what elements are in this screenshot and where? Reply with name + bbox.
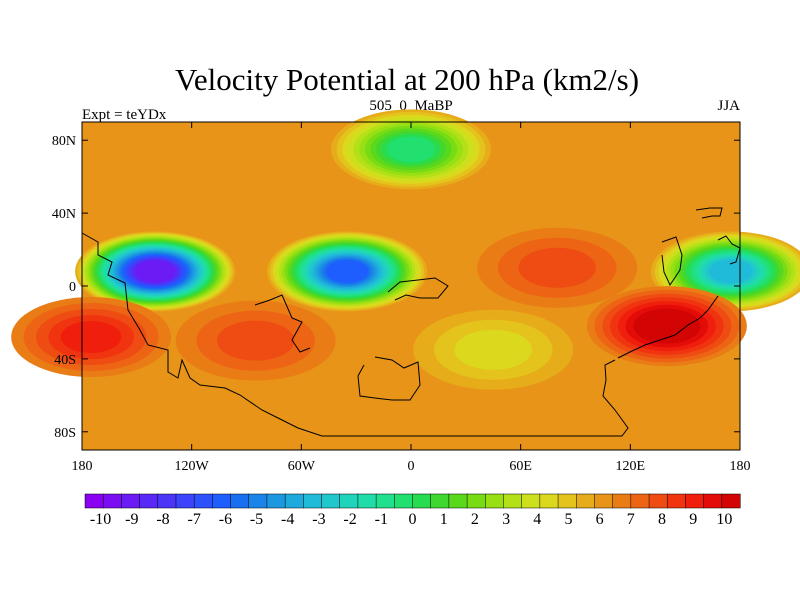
coastline-east [717,235,741,265]
colorbar-swatch [248,493,268,509]
colorbar-label: -7 [188,511,201,528]
colorbar-swatch [648,493,668,509]
colorbar-swatch [230,493,250,509]
contour-level-1-21 [326,260,369,283]
colorbar-swatch [448,493,468,509]
colorbar-swatch [394,493,414,509]
coastline-asia [661,236,683,287]
x-tick-label: 180 [72,459,93,474]
colorbar-swatch [84,493,104,509]
contour-field [11,109,800,450]
coastline-africa [387,277,449,301]
x-tick-label: 60W [288,459,316,474]
colorbar-label: 8 [658,511,666,528]
x-tick-label: 60E [509,459,532,474]
colorbar-label: 0 [409,511,417,528]
colorbar-swatch [102,493,122,509]
x-tick-label: 0 [408,459,415,474]
colorbar-label: -2 [343,511,356,528]
colorbar-label: 2 [471,511,479,528]
colorbar-swatch [485,493,505,509]
colorbar-swatch [630,493,650,509]
colorbar-label: -10 [90,511,111,528]
colorbar-label: 10 [716,511,732,528]
colorbar-swatch [721,493,741,509]
colorbar-swatch [412,493,432,509]
colorbar-label: 5 [565,511,573,528]
colorbar-swatch [521,493,541,509]
colorbar-swatch [503,493,523,509]
run-label: 505_0_MaBP [369,98,452,114]
colorbar-label: 4 [533,511,541,528]
colorbar-label: 1 [440,511,448,528]
colorbar-swatch [266,493,286,509]
y-tick-label: 0 [69,280,76,295]
colorbar-swatch [212,493,232,509]
colorbar-swatch [175,493,195,509]
x-tick-label: 120E [616,459,646,474]
colorbar-swatch [303,493,323,509]
y-tick-label: 80S [54,426,76,441]
contour-level-7-3 [454,329,532,370]
colorbar-swatch [703,493,723,509]
coastline-australia [617,295,719,359]
coastline-southern [357,356,421,401]
contour-level-4-5 [60,321,122,354]
colorbar-label: 9 [689,511,697,528]
colorbar-swatch [539,493,559,509]
y-tick-label: 40N [52,207,76,222]
colorbar: -10 -9 -8 -7 -6 -5 -4 -3 -2 -1 0 1 2 3 4 5 6 7 8 9 10 [84,493,741,528]
contour-level-8-11 [387,136,435,163]
colorbar-label: -1 [375,511,388,528]
season-label: JJA [717,98,740,114]
colorbar-swatch [466,493,486,509]
axis-ticks: 180 120W 60W 0 60E 120E 180 80N 40N 0 40S 80S [52,122,751,474]
contour-level-3-8 [641,312,693,340]
y-tick-label: 40S [54,353,76,368]
x-tick-label: 120W [175,459,210,474]
contour-level-5-3 [518,247,596,288]
colorbar-swatch [612,493,632,509]
experiment-label: Expt = teYDx [82,107,167,123]
coastline-pacific-islands [695,207,723,219]
coastline-central [254,294,311,353]
colorbar-swatch [430,493,450,509]
colorbar-label: 6 [596,511,604,528]
colorbar-label: -5 [250,511,263,528]
colorbar-swatch [357,493,377,509]
colorbar-label: -8 [156,511,169,528]
coastline-americas [81,232,629,437]
colorbar-swatch [685,493,705,509]
colorbar-swatch [139,493,159,509]
chart-title: Velocity Potential at 200 hPa (km2/s) [175,62,639,97]
colorbar-label: -9 [125,511,138,528]
colorbar-label: 7 [627,511,635,528]
colorbar-label: -4 [281,511,294,528]
colorbar-label: -3 [312,511,325,528]
colorbar-swatch [576,493,595,509]
y-tick-label: 80N [52,134,76,149]
colorbar-swatch [157,493,177,509]
coastlines [81,207,741,437]
colorbar-label: -6 [219,511,232,528]
colorbar-label: 3 [502,511,510,528]
colorbar-swatch [375,493,395,509]
colorbar-swatch [557,493,577,509]
colorbar-swatch [594,493,614,509]
colorbar-swatch [193,493,213,509]
colorbar-swatch [339,493,359,509]
contour-level-6-3 [216,320,295,361]
colorbar-swatch [284,493,304,509]
colorbar-swatch [666,493,686,509]
colorbar-swatch [121,493,141,509]
colorbar-swatch [321,493,341,509]
contour-level-0-26 [134,260,176,283]
x-tick-label: 180 [730,459,751,474]
contour-level-2-16 [708,259,753,284]
